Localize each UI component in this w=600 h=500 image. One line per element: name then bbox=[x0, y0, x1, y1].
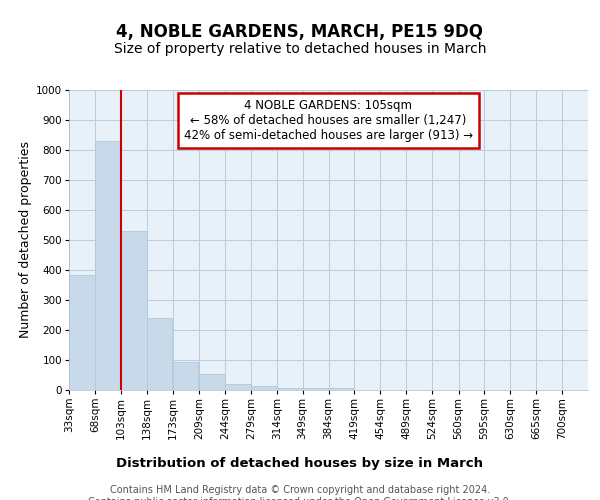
Text: Size of property relative to detached houses in March: Size of property relative to detached ho… bbox=[114, 42, 486, 56]
Bar bbox=[251, 386, 277, 390]
Text: 4 NOBLE GARDENS: 105sqm
← 58% of detached houses are smaller (1,247)
42% of semi: 4 NOBLE GARDENS: 105sqm ← 58% of detache… bbox=[184, 99, 473, 142]
Text: Contains HM Land Registry data © Crown copyright and database right 2024.
Contai: Contains HM Land Registry data © Crown c… bbox=[88, 485, 512, 500]
Bar bbox=[225, 384, 251, 390]
Bar bbox=[69, 275, 95, 390]
Bar bbox=[147, 318, 172, 390]
Bar bbox=[173, 362, 198, 390]
Bar bbox=[303, 388, 328, 390]
Bar bbox=[95, 141, 121, 390]
Bar bbox=[277, 388, 302, 390]
Bar bbox=[329, 388, 354, 390]
Bar bbox=[121, 231, 146, 390]
Bar bbox=[199, 374, 225, 390]
Y-axis label: Number of detached properties: Number of detached properties bbox=[19, 142, 32, 338]
Text: Distribution of detached houses by size in March: Distribution of detached houses by size … bbox=[116, 458, 484, 470]
Text: 4, NOBLE GARDENS, MARCH, PE15 9DQ: 4, NOBLE GARDENS, MARCH, PE15 9DQ bbox=[116, 22, 484, 40]
